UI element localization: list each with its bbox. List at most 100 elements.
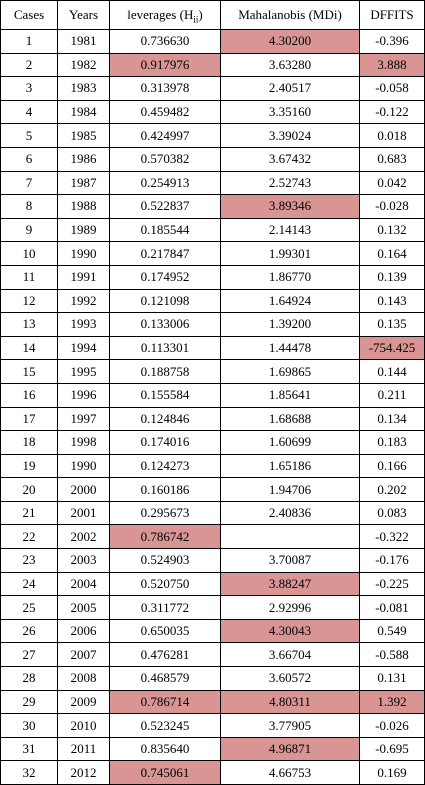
year-cell: 2008 [57, 666, 110, 691]
case-cell: 9 [0, 217, 58, 243]
header-leverages-close: ) [198, 7, 203, 22]
case-cell: 6 [0, 146, 58, 172]
leverage-cell: 0.522837 [109, 194, 221, 219]
mahalanobis-cell: 3.89346 [220, 194, 360, 219]
mahalanobis-cell: 3.88247 [220, 571, 360, 597]
table-row: 10 1990 0.217847 1.99301 0.164 [0, 241, 425, 266]
dffits-cell: -0.026 [359, 713, 425, 738]
year-cell: 1987 [57, 170, 110, 196]
leverage-cell: 0.476281 [109, 642, 221, 668]
dffits-cell: 0.083 [359, 500, 425, 526]
table-row: 22 2002 0.786742 -0.322 [0, 524, 425, 550]
mahalanobis-cell: 1.85641 [220, 382, 360, 408]
case-cell: 32 [0, 760, 58, 785]
year-cell: 1981 [57, 29, 110, 54]
leverage-cell: 0.786714 [109, 689, 221, 715]
leverage-cell: 0.295673 [109, 500, 221, 526]
table-row: 21 2001 0.295673 2.40836 0.083 [0, 500, 425, 526]
leverage-cell: 0.459482 [109, 99, 221, 125]
dffits-cell: 0.134 [359, 406, 425, 432]
year-cell: 1994 [57, 335, 110, 361]
case-cell: 30 [0, 713, 58, 738]
leverage-cell: 0.570382 [109, 146, 221, 172]
leverage-cell: 0.736630 [109, 29, 221, 54]
case-cell: 7 [0, 170, 58, 196]
mahalanobis-cell: 3.77905 [220, 713, 360, 738]
dffits-cell: 0.131 [359, 666, 425, 691]
year-cell: 2003 [57, 548, 110, 573]
case-cell: 8 [0, 194, 58, 219]
leverage-cell: 0.520750 [109, 571, 221, 597]
mahalanobis-cell: 4.96871 [220, 736, 360, 762]
dffits-cell: 3.888 [359, 52, 425, 78]
mahalanobis-cell: 3.60572 [220, 666, 360, 691]
case-cell: 28 [0, 666, 58, 691]
leverage-cell: 0.311772 [109, 595, 221, 620]
dffits-cell: 0.166 [359, 453, 425, 479]
case-cell: 3 [0, 76, 58, 101]
mahalanobis-cell: 2.40517 [220, 76, 360, 101]
leverage-cell: 0.155584 [109, 382, 221, 408]
dffits-cell: 0.683 [359, 146, 425, 172]
table-row: 16 1996 0.155584 1.85641 0.211 [0, 382, 425, 408]
case-cell: 20 [0, 477, 58, 502]
table-row: 31 2011 0.835640 4.96871 -0.695 [0, 736, 425, 762]
year-cell: 1989 [57, 217, 110, 243]
dffits-cell: 0.549 [359, 618, 425, 644]
case-cell: 21 [0, 500, 58, 526]
mahalanobis-cell: 3.35160 [220, 99, 360, 125]
dffits-cell: -0.176 [359, 548, 425, 573]
dffits-cell: -0.322 [359, 524, 425, 550]
table-row: 8 1988 0.522837 3.89346 -0.028 [0, 194, 425, 219]
leverage-cell: 0.468579 [109, 666, 221, 691]
header-dffits: DFFITS [359, 0, 425, 30]
header-leverages-subscript: ii [193, 14, 199, 25]
mahalanobis-cell: 4.80311 [220, 689, 360, 715]
leverage-cell: 0.424997 [109, 123, 221, 148]
year-cell: 1997 [57, 406, 110, 432]
case-cell: 12 [0, 288, 58, 314]
year-cell: 1983 [57, 76, 110, 101]
table-row: 25 2005 0.311772 2.92996 -0.081 [0, 595, 425, 620]
table-row: 23 2003 0.524903 3.70087 -0.176 [0, 548, 425, 573]
year-cell: 1988 [57, 194, 110, 219]
table-row: 5 1985 0.424997 3.39024 0.018 [0, 123, 425, 148]
mahalanobis-cell: 3.63280 [220, 52, 360, 78]
mahalanobis-cell [220, 524, 360, 550]
leverage-cell: 0.917976 [109, 52, 221, 78]
header-mahalanobis: Mahalanobis (MDi) [220, 0, 360, 30]
dffits-cell: -0.588 [359, 642, 425, 668]
case-cell: 27 [0, 642, 58, 668]
case-cell: 19 [0, 453, 58, 479]
leverage-cell: 0.835640 [109, 736, 221, 762]
year-cell: 2001 [57, 500, 110, 526]
case-cell: 15 [0, 359, 58, 384]
leverage-cell: 0.217847 [109, 241, 221, 266]
leverage-cell: 0.174952 [109, 264, 221, 290]
mahalanobis-cell: 3.70087 [220, 548, 360, 573]
mahalanobis-cell: 2.92996 [220, 595, 360, 620]
leverage-cell: 0.313978 [109, 76, 221, 101]
table-row: 7 1987 0.254913 2.52743 0.042 [0, 170, 425, 196]
dffits-cell: 0.139 [359, 264, 425, 290]
year-cell: 1992 [57, 288, 110, 314]
table-row: 27 2007 0.476281 3.66704 -0.588 [0, 642, 425, 668]
leverage-cell: 0.113301 [109, 335, 221, 361]
year-cell: 2007 [57, 642, 110, 668]
table-row: 26 2006 0.650035 4.30043 0.549 [0, 618, 425, 644]
table-row: 30 2010 0.523245 3.77905 -0.026 [0, 713, 425, 738]
dffits-cell: 0.143 [359, 288, 425, 314]
mahalanobis-cell: 2.40836 [220, 500, 360, 526]
dffits-cell: 0.164 [359, 241, 425, 266]
year-cell: 1984 [57, 99, 110, 125]
table-row: 9 1989 0.185544 2.14143 0.132 [0, 217, 425, 243]
dffits-cell: -0.058 [359, 76, 425, 101]
table-row: 1 1981 0.736630 4.30200 -0.396 [0, 29, 425, 54]
case-cell: 11 [0, 264, 58, 290]
dffits-cell: 0.144 [359, 359, 425, 384]
mahalanobis-cell: 1.65186 [220, 453, 360, 479]
year-cell: 1982 [57, 52, 110, 78]
leverage-cell: 0.124846 [109, 406, 221, 432]
year-cell: 2006 [57, 618, 110, 644]
year-cell: 1996 [57, 382, 110, 408]
